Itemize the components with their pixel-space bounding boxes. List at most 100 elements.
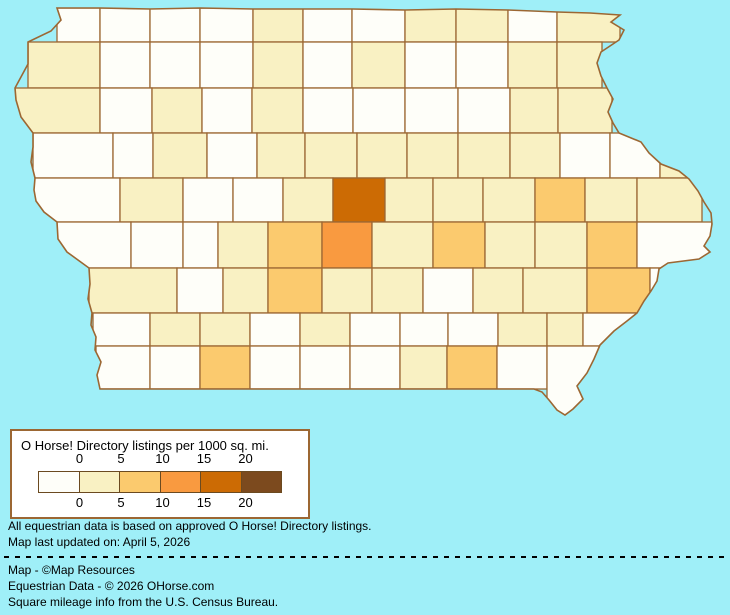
legend-box: O Horse! Directory listings per 1000 sq.… xyxy=(10,429,310,519)
county xyxy=(251,87,304,134)
county xyxy=(149,312,201,347)
county xyxy=(149,7,201,43)
county xyxy=(182,221,219,269)
county xyxy=(482,177,536,223)
legend-tick: 20 xyxy=(238,451,253,466)
county xyxy=(352,87,406,134)
county xyxy=(447,312,499,347)
county xyxy=(584,177,638,223)
legend-swatch-D xyxy=(200,471,242,493)
legend-tick: 5 xyxy=(117,495,125,510)
legend-ticks-top: 0 5 10 15 20 xyxy=(12,451,308,467)
county xyxy=(199,312,251,347)
county xyxy=(112,132,154,179)
legend-tick: 0 xyxy=(75,451,84,466)
state-outline xyxy=(14,7,713,416)
county xyxy=(356,132,408,179)
county xyxy=(496,345,548,390)
county xyxy=(249,345,301,390)
county xyxy=(351,7,406,43)
last-updated-note: Map last updated on: April 5, 2026 xyxy=(8,535,191,549)
county xyxy=(88,267,178,314)
county xyxy=(557,87,613,134)
county xyxy=(507,7,558,43)
legend-swatch-O xyxy=(159,471,201,493)
county xyxy=(99,41,151,89)
county xyxy=(222,267,269,314)
county xyxy=(534,177,586,223)
county xyxy=(432,177,484,223)
county xyxy=(636,177,703,223)
county xyxy=(152,132,208,179)
county xyxy=(252,7,304,43)
legend-tick: 0 xyxy=(75,495,84,510)
county xyxy=(522,267,588,314)
county xyxy=(151,87,203,134)
county xyxy=(27,41,101,89)
county xyxy=(256,132,306,179)
county xyxy=(371,267,424,314)
legend-title: O Horse! Directory listings per 1000 sq.… xyxy=(21,438,269,453)
legend-swatch-M xyxy=(119,471,161,493)
county xyxy=(176,267,224,314)
legend-tick: 5 xyxy=(117,451,125,466)
county xyxy=(432,221,486,269)
legend-ticks-bottom: 0 5 10 15 20 xyxy=(12,495,308,511)
county xyxy=(586,221,638,269)
county xyxy=(249,312,301,347)
legend-tick: 15 xyxy=(196,495,212,510)
county xyxy=(232,177,284,223)
county xyxy=(282,177,334,223)
data-copyright: Equestrian Data - © 2026 OHorse.com xyxy=(8,579,215,593)
county xyxy=(497,312,548,347)
county xyxy=(457,87,511,134)
county xyxy=(299,345,351,390)
county xyxy=(371,221,434,269)
legend-color-ramp xyxy=(38,471,282,493)
county xyxy=(267,267,323,314)
county xyxy=(302,41,353,89)
legend-swatch-B xyxy=(240,471,282,493)
county xyxy=(201,87,253,134)
county xyxy=(302,87,354,134)
legend-tick: 20 xyxy=(238,495,253,510)
county xyxy=(384,177,434,223)
legend-tick: 15 xyxy=(196,451,212,466)
county xyxy=(455,41,509,89)
county xyxy=(446,345,498,390)
county xyxy=(267,221,323,269)
county xyxy=(206,132,258,179)
county xyxy=(349,345,401,390)
county xyxy=(556,41,603,89)
county xyxy=(404,41,457,89)
county xyxy=(119,177,184,223)
county xyxy=(14,87,101,134)
county xyxy=(299,312,351,347)
legend-tick: 10 xyxy=(155,495,170,510)
county xyxy=(404,87,459,134)
county xyxy=(302,7,353,43)
county xyxy=(507,41,558,89)
county xyxy=(534,221,588,269)
legend-swatch-W xyxy=(38,471,80,493)
county xyxy=(321,221,373,269)
county xyxy=(32,132,114,179)
county xyxy=(559,132,611,179)
county xyxy=(99,87,153,134)
county xyxy=(455,7,509,43)
county xyxy=(149,41,201,89)
county xyxy=(457,132,511,179)
county xyxy=(546,312,584,347)
county xyxy=(149,345,201,390)
data-source-note: All equestrian data is based on approved… xyxy=(8,519,372,533)
iowa-county-choropleth-map xyxy=(14,7,713,416)
county xyxy=(199,7,254,43)
county xyxy=(252,41,304,89)
county xyxy=(99,7,151,43)
county xyxy=(509,87,559,134)
county xyxy=(92,312,151,347)
dashed-separator xyxy=(4,556,728,558)
county xyxy=(321,267,373,314)
county xyxy=(472,267,524,314)
